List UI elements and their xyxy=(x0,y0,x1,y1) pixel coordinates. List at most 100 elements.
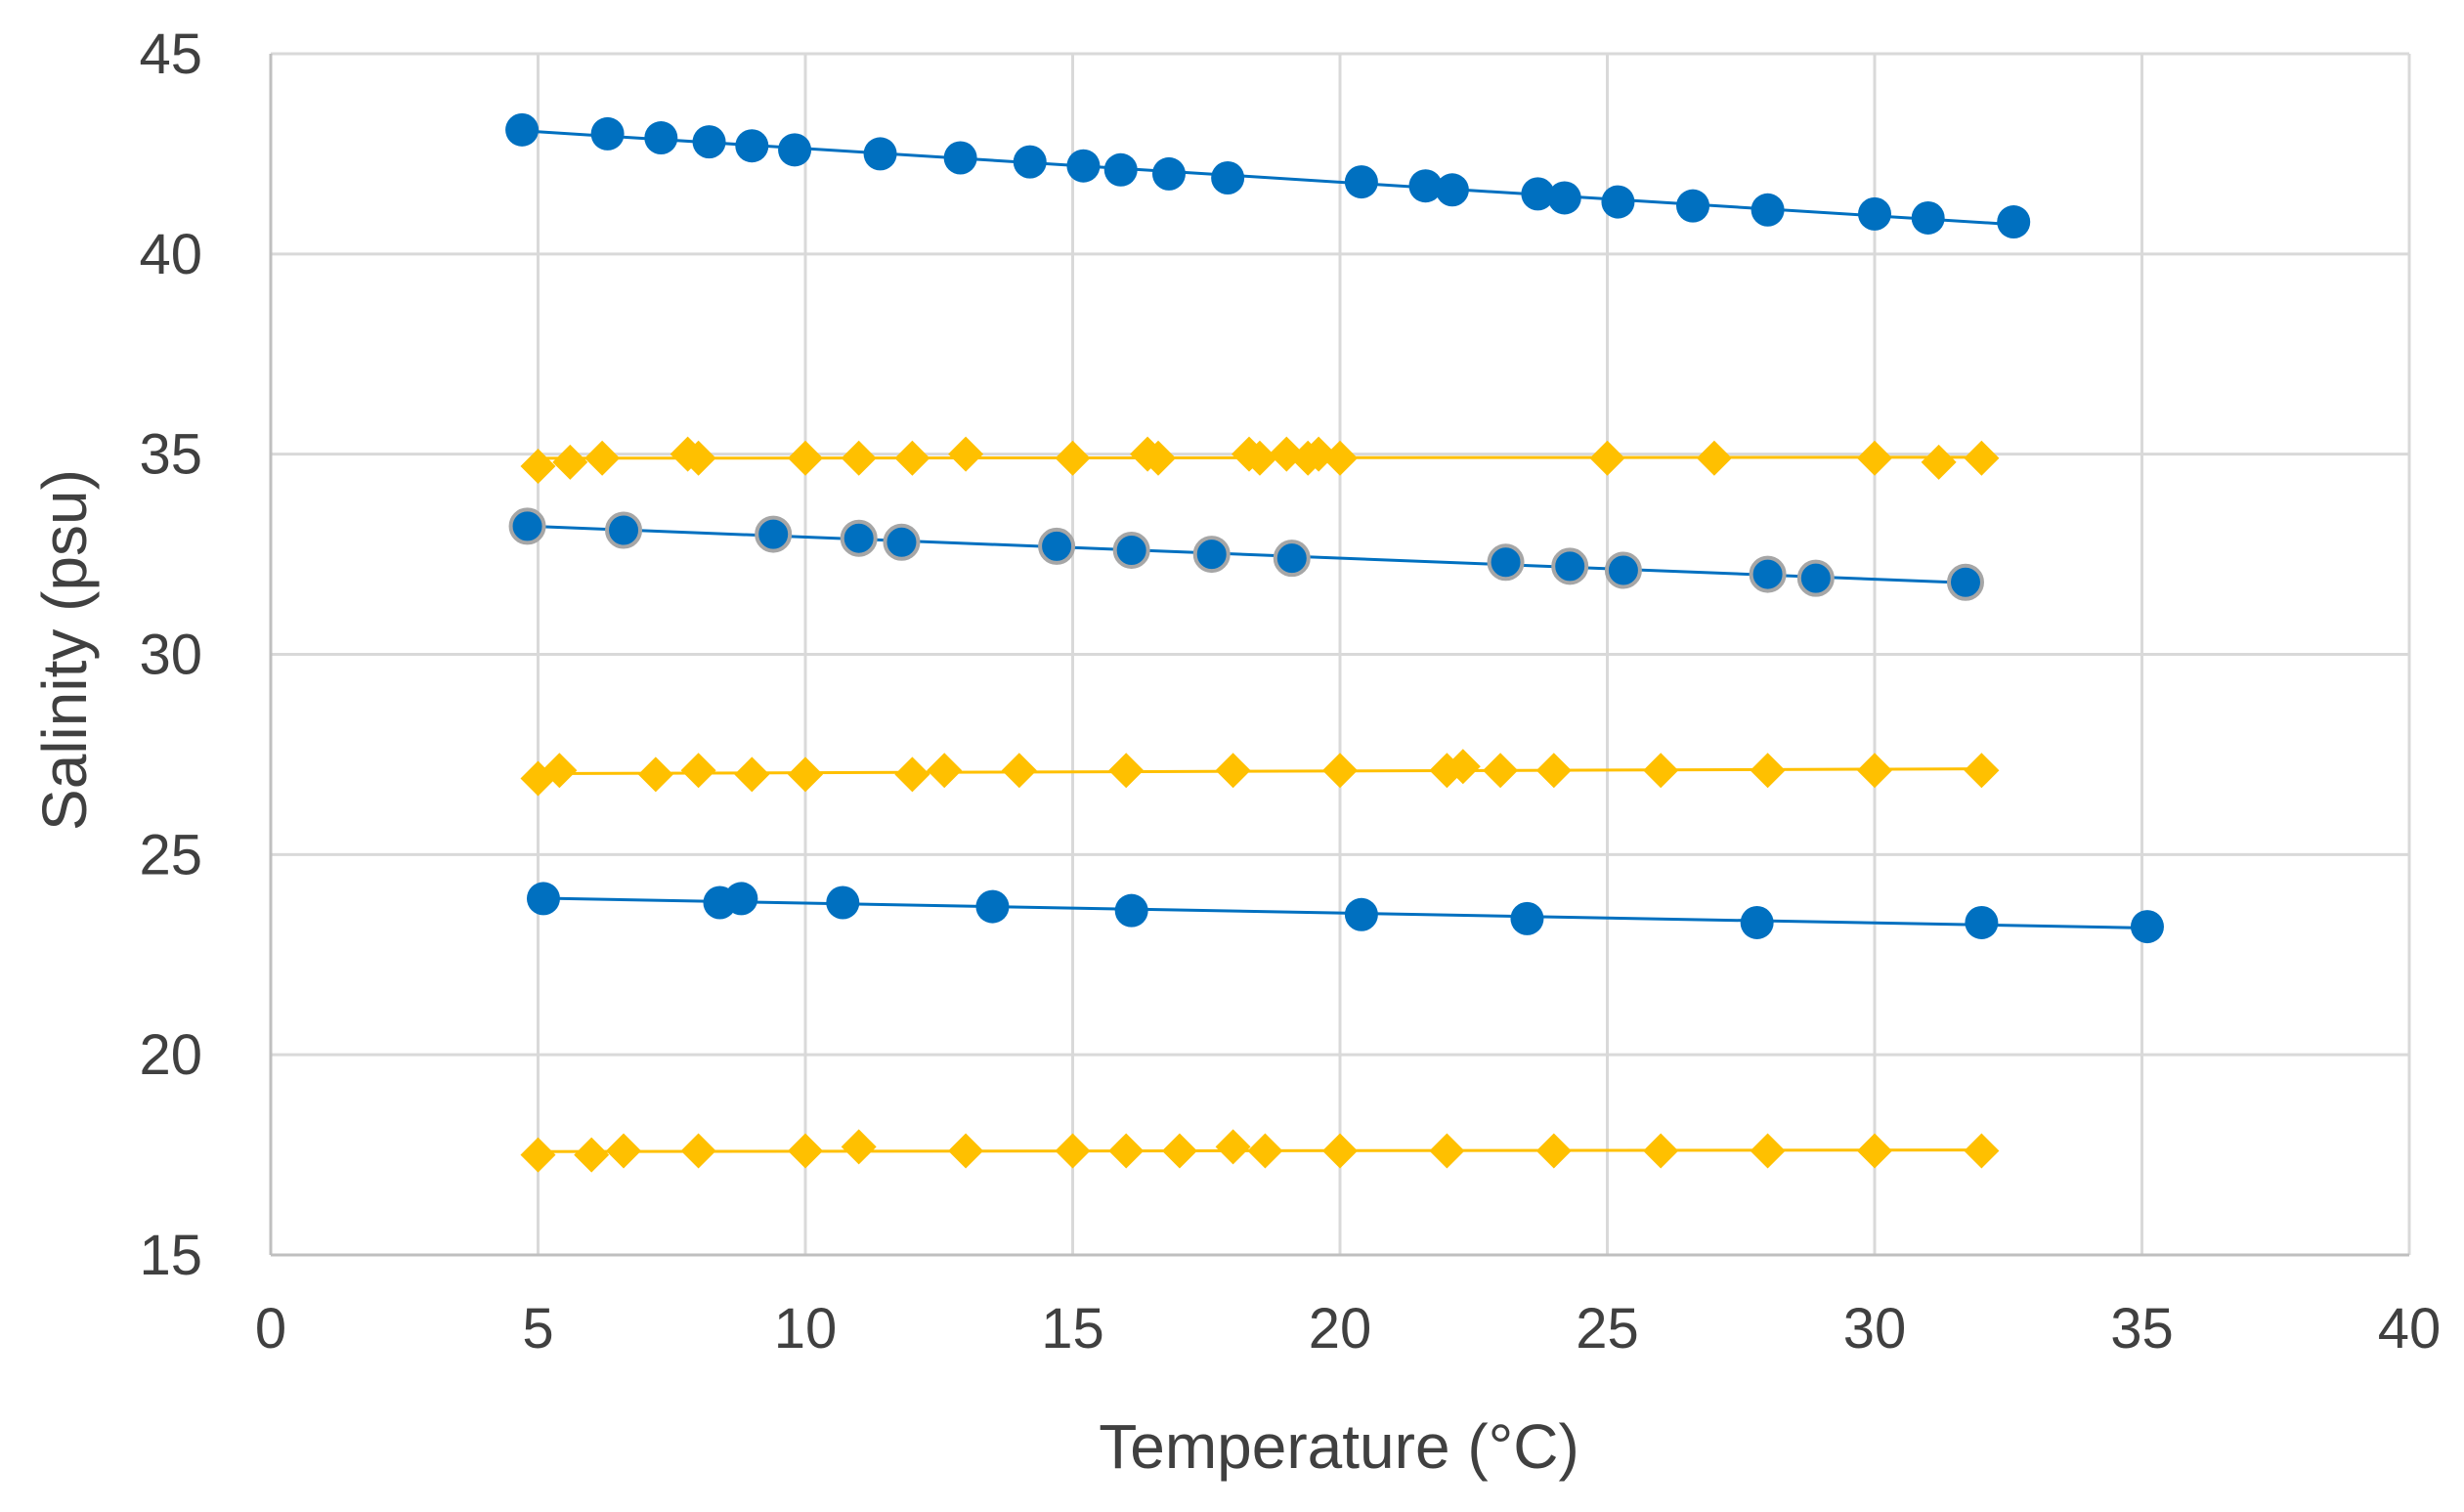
data-point-circle xyxy=(1946,563,1984,601)
x-tick-label: 40 xyxy=(2378,1297,2442,1361)
data-point-circle xyxy=(778,133,812,167)
y-tick-label: 15 xyxy=(139,1224,202,1287)
x-tick-label: 0 xyxy=(255,1297,286,1361)
data-point-circle xyxy=(1796,559,1835,597)
x-tick-label: 5 xyxy=(522,1297,553,1361)
y-tick-label: 45 xyxy=(139,22,202,86)
y-tick-label: 35 xyxy=(139,423,202,487)
data-point-diamond xyxy=(1055,440,1091,476)
data-point-circle xyxy=(883,523,921,561)
data-point-diamond xyxy=(1141,440,1177,476)
data-point-diamond xyxy=(1750,1133,1786,1169)
data-point-circle xyxy=(1103,152,1138,187)
trendlines xyxy=(521,129,2147,1153)
data-point-diamond xyxy=(1322,753,1358,789)
data-point-diamond xyxy=(1215,1129,1251,1165)
data-point-diamond xyxy=(948,436,984,472)
data-point-circle xyxy=(505,112,540,147)
data-point-circle xyxy=(1344,165,1378,199)
data-point-diamond xyxy=(1483,753,1519,789)
data-point-circle xyxy=(826,886,860,920)
data-point-diamond xyxy=(1857,753,1892,789)
data-point-circle xyxy=(1740,905,1774,939)
data-point-circle xyxy=(1408,169,1443,203)
data-point-circle xyxy=(1911,200,1945,235)
data-point-diamond xyxy=(1108,753,1145,789)
data-point-circle xyxy=(1151,156,1186,191)
data-point-circle xyxy=(1858,196,1891,231)
data-point-circle xyxy=(1114,893,1148,928)
data-point-diamond xyxy=(841,1129,877,1165)
data-point-circle xyxy=(1997,205,2031,239)
data-point-circle xyxy=(943,141,977,175)
axes xyxy=(269,54,2409,1257)
data-point-diamond xyxy=(1215,753,1251,789)
data-point-diamond xyxy=(948,1133,984,1169)
data-point-circle xyxy=(1749,555,1787,593)
data-point-diamond xyxy=(1161,1133,1197,1169)
data-point-circle xyxy=(1273,540,1311,578)
x-tick-label: 20 xyxy=(1309,1297,1372,1361)
y-tick-label: 40 xyxy=(139,223,202,286)
data-point-diamond xyxy=(520,448,556,484)
data-point-diamond xyxy=(1241,440,1277,476)
data-point-diamond xyxy=(1964,1133,2000,1169)
data-point-circle xyxy=(605,511,643,549)
data-point-diamond xyxy=(1429,1133,1465,1169)
data-point-circle xyxy=(1510,901,1544,935)
y-tick-label: 30 xyxy=(139,624,202,687)
y-axis-title: Salinity (psu) xyxy=(29,469,100,831)
data-point-diamond xyxy=(520,1137,556,1173)
data-point-diamond xyxy=(1322,1133,1358,1169)
data-point-diamond xyxy=(1247,1133,1283,1169)
x-axis-title: Temperature (°C) xyxy=(1099,1411,1579,1482)
data-point-diamond xyxy=(680,1133,716,1169)
data-point-diamond xyxy=(1964,440,2000,476)
data-point-diamond xyxy=(606,1133,642,1169)
x-tick-label: 15 xyxy=(1041,1297,1104,1361)
data-point-circle xyxy=(1676,189,1710,223)
data-point-circle xyxy=(1547,181,1581,215)
data-point-circle xyxy=(1601,185,1635,219)
data-point-diamond xyxy=(841,440,877,476)
data-point-diamond xyxy=(1445,749,1481,785)
data-point-circle xyxy=(1038,527,1076,565)
gridlines xyxy=(271,52,2411,1255)
data-point-diamond xyxy=(788,756,823,793)
data-point-circle xyxy=(1604,551,1642,589)
data-point-diamond xyxy=(1322,440,1358,476)
data-point-diamond xyxy=(1857,1133,1892,1169)
data-point-circle xyxy=(724,882,758,916)
data-point-diamond xyxy=(894,756,930,793)
data-point-circle xyxy=(526,882,560,916)
data-point-diamond xyxy=(1643,1133,1679,1169)
data-point-diamond xyxy=(637,756,673,793)
data-point-circle xyxy=(1751,193,1785,227)
data-point-diamond xyxy=(1643,753,1679,789)
data-point-diamond xyxy=(574,1137,610,1173)
data-point-circle xyxy=(1521,177,1555,211)
data-point-diamond xyxy=(1001,753,1037,789)
x-tick-label: 25 xyxy=(1576,1297,1639,1361)
y-tick-label: 20 xyxy=(139,1023,202,1087)
data-point-circle xyxy=(1112,531,1150,569)
data-point-circle xyxy=(1344,897,1378,931)
data-point-circle xyxy=(840,519,878,557)
data-point-circle xyxy=(1013,145,1047,179)
data-point-circle xyxy=(1211,160,1245,194)
data-point-circle xyxy=(1551,547,1589,585)
trendline xyxy=(538,767,1982,776)
data-point-diamond xyxy=(680,440,716,476)
data-point-diamond xyxy=(894,440,930,476)
data-point-diamond xyxy=(788,440,823,476)
data-point-diamond xyxy=(1696,440,1732,476)
data-point-diamond xyxy=(1535,753,1572,789)
data-point-diamond xyxy=(1108,1133,1145,1169)
data-point-circle xyxy=(590,116,625,151)
data-point-diamond xyxy=(1964,753,2000,789)
data-point-diamond xyxy=(1857,440,1892,476)
data-point-circle xyxy=(975,889,1010,924)
data-point-diamond xyxy=(1589,440,1625,476)
